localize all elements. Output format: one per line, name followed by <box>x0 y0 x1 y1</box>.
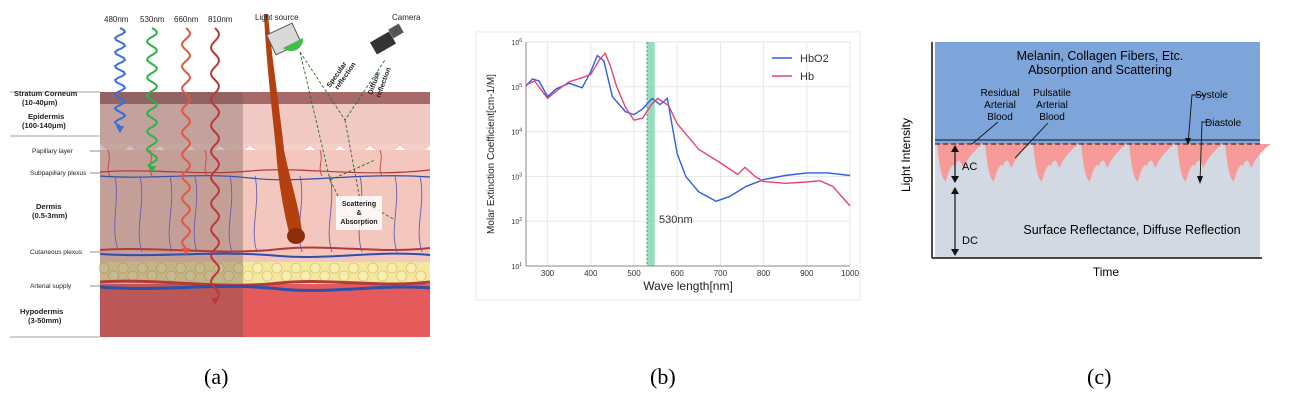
x-tick-label: 1000 <box>841 269 859 278</box>
marker-band-530nm <box>646 42 655 266</box>
marker-label: 530nm <box>659 214 693 226</box>
camera-icon <box>369 23 404 55</box>
x-tick-label: 400 <box>584 269 598 278</box>
light-ray-arrowhead <box>116 126 124 133</box>
y-tick-label: 106 <box>511 38 522 47</box>
layer-labels: Stratum Corneum (10-40μm) Epidermis (100… <box>14 89 87 325</box>
epidermis-range: (100-140μm) <box>22 121 66 130</box>
pulsatile-label-2: Arterial <box>1036 100 1068 111</box>
light-ray-arrowhead <box>148 166 156 173</box>
reflection-rays <box>299 51 396 231</box>
x-tick-label: 900 <box>800 269 814 278</box>
papillary-label: Papillary layer <box>32 148 74 155</box>
diastole-label: Diastole <box>1205 118 1242 129</box>
top-region-line1: Melanin, Collagen Fibers, Etc. <box>1017 49 1184 63</box>
x-tick-label: 600 <box>671 269 685 278</box>
pulsatile-label-1: Pulsatile <box>1033 88 1071 99</box>
wavelength-810-label: 810nm <box>208 15 233 24</box>
panel-a-skin-diagram: Light source Camera Specular reflection … <box>10 13 431 338</box>
top-region-line2: Absorption and Scattering <box>1028 63 1172 77</box>
light-ray-480nm <box>113 27 127 127</box>
x-tick-label: 300 <box>541 269 555 278</box>
wavelength-660-label: 660nm <box>174 15 199 24</box>
cutaneous-label: Cutaneous plexus <box>30 249 83 256</box>
legend-label-HbO2: HbO2 <box>800 53 829 65</box>
systole-label: Systole <box>1195 90 1228 101</box>
stratum-corneum-range: (10-40μm) <box>22 98 58 107</box>
light-ray-810nm <box>209 27 221 299</box>
x-tick-label: 500 <box>627 269 641 278</box>
legend-label-Hb: Hb <box>800 71 814 83</box>
annotation-pointers <box>971 94 1210 183</box>
light-ray-530nm <box>145 27 159 167</box>
x-tick-label: 800 <box>757 269 771 278</box>
caption-a: (a) <box>204 364 229 389</box>
x-axis-label: Time <box>1093 265 1120 279</box>
caption-c: (c) <box>1087 364 1112 389</box>
residual-label-1: Residual <box>981 88 1020 99</box>
subpapillary-label: Subpapillary plexus <box>30 170 87 177</box>
x-tick-label: 700 <box>714 269 728 278</box>
dc-label: DC <box>962 235 978 247</box>
light-source-label: Light source <box>255 13 299 22</box>
light-ray-660nm <box>180 27 192 249</box>
y-axis-label: Molar Extinction Coefficient[cm-1/M] <box>486 74 497 234</box>
series-line-Hb <box>525 51 851 207</box>
bottom-region-label: Surface Reflectance, Diffuse Reflection <box>1023 223 1240 237</box>
x-axis-label: Wave length[nm] <box>643 279 733 293</box>
y-tick-label: 102 <box>511 217 522 226</box>
residual-label-3: Blood <box>987 112 1013 123</box>
light-ray-arrowhead <box>211 298 219 305</box>
hair-follicle <box>264 14 303 243</box>
scattering-label-2: & <box>356 210 361 217</box>
scattering-label-1: Scattering <box>342 201 376 208</box>
pulsatile-waveform <box>935 144 1270 182</box>
stratum-corneum-layer <box>100 92 430 104</box>
y-tick-label: 101 <box>511 262 522 271</box>
arterial-label: Arterial supply <box>30 283 72 290</box>
hypodermis-label: Hypodermis <box>20 307 63 316</box>
y-axis-label: Light Intensity <box>899 118 913 192</box>
dermis-range: (0.5-3mm) <box>32 211 68 220</box>
wavelength-480-label: 480nm <box>104 15 129 24</box>
caption-b: (b) <box>650 364 676 389</box>
ac-label: AC <box>962 161 977 173</box>
layer-tick-marks <box>10 91 100 338</box>
stratum-corneum-label: Stratum Corneum <box>14 89 78 98</box>
light-source-icon <box>265 22 304 56</box>
panel-c-ppg-diagram: Light Intensity Time Melanin, Collagen F… <box>899 42 1270 279</box>
absorption-region <box>935 42 1260 144</box>
camera-label: Camera <box>392 13 421 22</box>
y-tick-label: 105 <box>511 83 522 92</box>
y-tick-label: 104 <box>511 128 522 137</box>
panel-b-absorption-chart: 530nm 300 400 500 600 700 800 900 1000 106 105 104 1… <box>475 31 861 301</box>
hypodermis-layer <box>100 284 430 337</box>
hair-bulb <box>287 228 305 244</box>
light-ray-arrowhead <box>182 248 190 255</box>
light-rays <box>113 27 221 305</box>
epidermis-label: Epidermis <box>28 112 64 121</box>
wavelength-530-label: 530nm <box>140 15 165 24</box>
residual-label-2: Arterial <box>984 100 1016 111</box>
annotation-arrowheads <box>1185 138 1203 184</box>
pulsatile-label-3: Blood <box>1039 112 1065 123</box>
y-tick-label: 103 <box>511 172 522 181</box>
scattering-label-3: Absorption <box>340 219 377 226</box>
dermis-label: Dermis <box>36 202 61 211</box>
hypodermis-range: (3-50mm) <box>28 316 62 325</box>
